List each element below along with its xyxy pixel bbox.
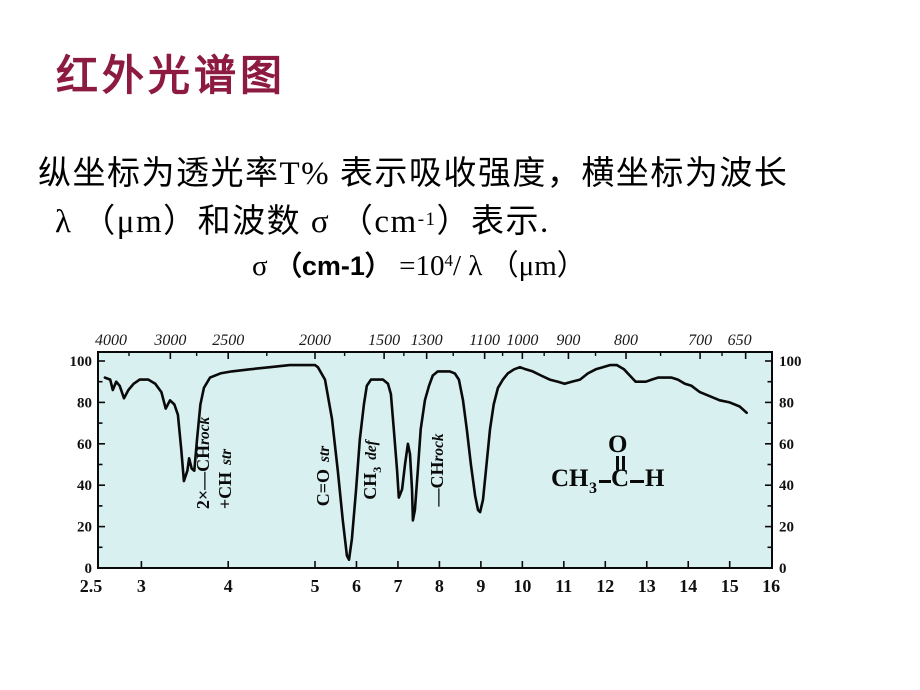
svg-text:100: 100 <box>70 354 93 370</box>
annotation-subscript: 3 <box>369 466 384 473</box>
molecule-ch3-subscript: 3 <box>589 480 597 497</box>
svg-text:60: 60 <box>77 437 92 453</box>
svg-text:1500: 1500 <box>368 332 400 349</box>
annotation-ch-stretch-line2: +CH str <box>215 417 237 509</box>
annotation-ch-stretch-line1: 2×—CHrock <box>193 417 215 509</box>
svg-text:3000: 3000 <box>153 332 186 349</box>
svg-text:1000: 1000 <box>506 332 538 349</box>
svg-text:10: 10 <box>513 576 531 596</box>
svg-text:4: 4 <box>224 576 233 596</box>
annotation-ch-rock: —CHrock <box>427 433 449 506</box>
annotation-ch3-def: CH3 def <box>360 440 388 500</box>
molecule-hydrogen: H <box>645 465 665 492</box>
annotation-text-italic: str <box>218 448 235 465</box>
svg-text:1300: 1300 <box>411 332 443 349</box>
svg-text:12: 12 <box>596 576 614 596</box>
svg-text:100: 100 <box>779 354 802 370</box>
svg-text:80: 80 <box>779 395 794 411</box>
body-text-line2: λ （μm）和波数 σ （cm-1）表示. <box>55 194 550 242</box>
svg-text:2000: 2000 <box>299 332 331 349</box>
svg-text:4000: 4000 <box>95 332 127 349</box>
svg-text:1100: 1100 <box>469 332 500 349</box>
svg-text:14: 14 <box>679 576 697 596</box>
svg-text:650: 650 <box>728 332 752 349</box>
annotation-text-italic: rock <box>430 433 447 462</box>
svg-text:20: 20 <box>779 520 794 536</box>
spectrum-curve <box>103 363 749 562</box>
formula-line: σ （cm-1） =104/ λ （μm） <box>252 242 586 284</box>
body-text-line1: 纵坐标为透光率T% 表示吸收强度，横坐标为波长 <box>38 156 789 192</box>
body-line2-text: λ （μm）和波数 σ （cm <box>55 204 418 240</box>
svg-text:80: 80 <box>77 395 92 411</box>
annotation-text: 2×—CH <box>193 444 213 510</box>
annotation-text: +CH <box>215 471 235 510</box>
page-title: 红外光谱图 <box>56 54 287 100</box>
svg-text:40: 40 <box>779 478 794 494</box>
formula-tail: / λ （μm） <box>453 250 586 282</box>
svg-text:3: 3 <box>137 576 146 596</box>
svg-text:13: 13 <box>638 576 656 596</box>
single-bond <box>599 480 611 483</box>
double-bond-line <box>616 456 619 470</box>
svg-text:11: 11 <box>555 576 572 596</box>
svg-text:5: 5 <box>311 576 320 596</box>
molecule-ch-group: CH <box>551 465 589 492</box>
top-axis-wavenumber: 4000 3000 2500 2000 1500 1300 1100 1000 900 800 70… <box>95 332 752 359</box>
plot-area <box>97 351 773 569</box>
svg-text:15: 15 <box>721 576 739 596</box>
svg-text:40: 40 <box>77 478 92 494</box>
svg-text:0: 0 <box>779 561 787 577</box>
molecule-carbon: C <box>611 465 630 492</box>
svg-text:16: 16 <box>762 576 780 596</box>
annotation-text-italic: str <box>316 445 333 462</box>
svg-text:60: 60 <box>779 437 794 453</box>
svg-text:2.5: 2.5 <box>80 576 103 596</box>
annotation-text: C=O <box>313 468 333 507</box>
svg-text:8: 8 <box>435 576 444 596</box>
annotation-text: —CH <box>427 461 447 507</box>
formula-exponent: 4 <box>444 251 454 270</box>
formula-equals: =10 <box>391 250 445 282</box>
y-axis-left: 100 80 60 40 20 0 <box>70 354 105 577</box>
svg-text:900: 900 <box>556 332 580 349</box>
svg-text:700: 700 <box>688 332 712 349</box>
svg-text:0: 0 <box>85 561 93 577</box>
single-bond <box>630 480 644 483</box>
svg-text:800: 800 <box>614 332 638 349</box>
annotation-text: CH <box>360 472 381 500</box>
svg-text:6: 6 <box>352 576 361 596</box>
svg-text:20: 20 <box>77 520 92 536</box>
double-bond-line <box>622 456 625 470</box>
annotation-co-stretch: C=O str <box>313 446 335 506</box>
bottom-axis-wavelength: 2.5 3 4 5 6 7 8 9 10 11 12 13 14 15 16 <box>80 561 780 596</box>
formula-sigma: σ <box>252 250 275 282</box>
annotation-text-italic: def <box>363 440 381 460</box>
formula-cm-unit: （cm-1） <box>274 251 392 281</box>
molecule-oxygen: O <box>608 431 628 458</box>
svg-text:7: 7 <box>393 576 402 596</box>
svg-text:2500: 2500 <box>212 332 244 349</box>
body-line2-superscript: -1 <box>417 209 437 230</box>
annotation-text-italic: rock <box>196 416 213 445</box>
annotation-ch-stretch: 2×—CHrock +CH str <box>193 417 237 509</box>
body-line2-tail: ）表示. <box>436 204 550 240</box>
y-axis-right: 100 80 60 40 20 0 <box>765 354 802 577</box>
svg-text:9: 9 <box>476 576 485 596</box>
